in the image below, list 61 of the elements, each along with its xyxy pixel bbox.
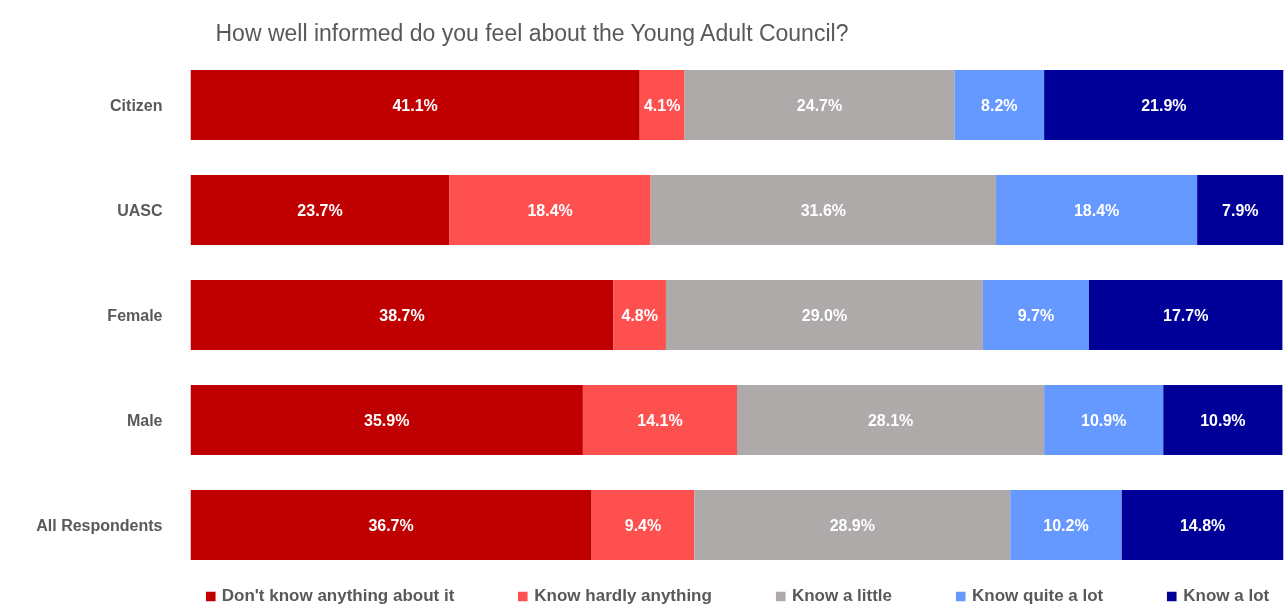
data-label: 23.7% [297,201,343,219]
data-label: 14.8% [1179,516,1226,534]
data-label: 7.9% [1222,201,1259,219]
y-tick-label: Female [107,306,163,324]
bar [582,384,737,456]
bar [1197,174,1284,246]
bar [190,174,450,246]
bar [737,384,1045,456]
data-label: 9.4% [624,516,662,534]
data-label: 17.7% [1162,306,1209,324]
bar [449,174,651,246]
bar [665,279,983,351]
data-label: 9.7% [1017,306,1055,324]
legend-label: Know a little [791,586,893,606]
data-label: 35.9% [364,411,410,429]
bar [190,489,592,561]
data-label: 4.1% [643,96,681,114]
bar [1044,384,1164,456]
data-label: 14.1% [637,411,683,429]
bar [996,174,1198,246]
bar [684,69,955,141]
bar [639,69,685,141]
data-label: 10.2% [1043,516,1089,534]
data-label: 28.1% [867,411,914,429]
bar [591,489,695,561]
legend-label: Don't know anything about it [221,586,455,606]
bar [1010,489,1122,561]
bar [650,174,997,246]
data-label: 8.2% [981,96,1018,114]
y-tick-label: Male [126,411,163,429]
bar [1163,384,1283,456]
data-label: 21.9% [1141,96,1187,114]
bar [982,279,1089,351]
data-label: 36.7% [368,516,414,534]
bar [190,69,640,141]
bar [1088,279,1283,351]
data-label: 41.1% [392,96,438,114]
data-label: 29.0% [801,306,848,324]
data-label: 18.4% [527,201,573,219]
data-label: 31.6% [800,201,847,219]
legend-label: Know a lot [1183,586,1270,606]
data-label: 28.9% [829,516,875,534]
data-label: 18.4% [1073,201,1120,219]
bar [954,69,1045,141]
chart-title: How well informed do you feel about the Young Adult Council? [215,19,849,46]
legend-label: Know quite a lot [972,586,1104,606]
y-tick-label: Citizen [110,96,163,114]
data-label: 10.9% [1081,411,1127,429]
y-tick-label: UASC [117,201,163,219]
bar [1121,489,1284,561]
y-tick-label: All Respondents [36,516,163,534]
bar [190,279,614,351]
data-label: 10.9% [1200,411,1246,429]
bar [1044,69,1284,141]
bar [190,384,583,456]
legend-label: Know hardly anything [534,586,712,606]
bar [613,279,666,351]
data-label: 4.8% [621,306,658,324]
data-label: 38.7% [379,306,425,324]
data-label: 24.7% [796,96,843,114]
bar [694,489,1011,561]
